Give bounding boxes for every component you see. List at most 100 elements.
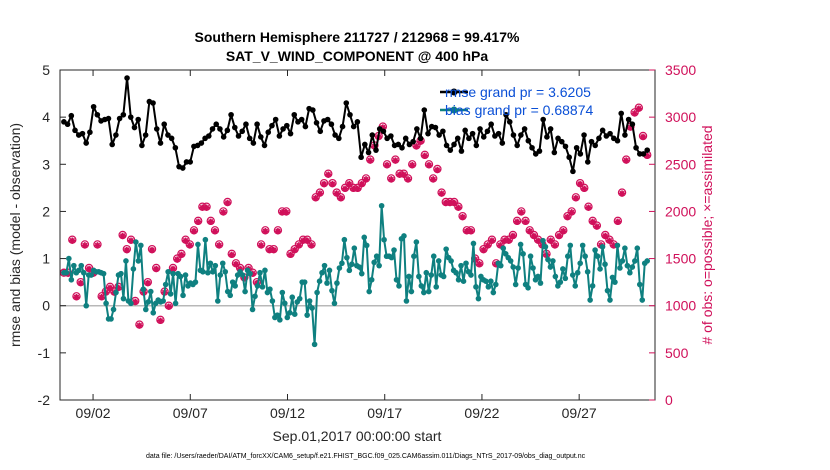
rmse-point (179, 165, 186, 171)
bias-point (180, 292, 186, 299)
rmse-point (484, 128, 491, 135)
bias-point (291, 311, 298, 318)
bias-point (421, 289, 427, 296)
bias-point (219, 260, 226, 267)
bias-point (567, 242, 574, 249)
bias-point (378, 202, 385, 209)
bias-point (110, 306, 117, 313)
bias-point (545, 256, 551, 263)
rmse-point (503, 111, 509, 118)
obs-assimilated-point (417, 138, 424, 145)
bias-point (483, 278, 489, 285)
bias-point (423, 269, 430, 276)
rmse-point (644, 147, 651, 153)
rmse-point (547, 126, 554, 132)
obs-assimilated-point (568, 209, 575, 216)
rmse-point (599, 127, 606, 134)
bias-point (311, 341, 318, 348)
obs-assimilated-point (211, 228, 219, 235)
rmse-point (168, 135, 175, 142)
bias-point (629, 264, 636, 270)
rmse-point (72, 127, 78, 134)
bias-point (306, 298, 313, 304)
obs-assimilated-point (194, 218, 202, 225)
obs-assimilated-point (488, 237, 496, 244)
bias-point (460, 278, 467, 285)
bias-point (517, 241, 524, 248)
rmse-point (232, 124, 238, 131)
rmse-point (514, 142, 520, 149)
obs-assimilated-point (379, 124, 387, 131)
bias-point (458, 262, 464, 269)
obs-assimilated-point (287, 251, 294, 258)
bias-point (430, 253, 437, 260)
obs-assimilated-point (404, 176, 412, 183)
bias-point (242, 288, 248, 295)
rmse-point (332, 132, 338, 138)
bias-point (103, 300, 109, 307)
obs-assimilated-point (576, 180, 584, 188)
obs-assimilated-point (358, 180, 366, 188)
bias-point (527, 253, 534, 260)
bias-series (61, 202, 651, 348)
bias-point (428, 272, 435, 278)
obs-assimilated-point (203, 204, 210, 211)
obs-assimilated-point (509, 232, 517, 240)
obs-assimilated-point (329, 180, 336, 188)
obs-assimilated-point (413, 143, 420, 150)
y-tick-label: 1 (42, 251, 50, 267)
obs-assimilated-point (94, 242, 101, 249)
bias-point (363, 242, 370, 249)
obs-assimilated-point (530, 232, 538, 240)
bias-point (485, 284, 492, 290)
y-right-axis-label: # of obs: o=possible; ×=assimilated (699, 125, 715, 344)
rmse-point (555, 135, 561, 142)
bias-point (324, 280, 330, 286)
obs-assimilated-point (253, 279, 261, 287)
rmse-point (116, 115, 123, 122)
bias-point (602, 261, 608, 268)
obs-assimilated-point (534, 237, 542, 244)
rmse-point (343, 100, 350, 106)
bias-point (473, 284, 479, 290)
x-axis-ticks: 09/02 09/07 09/12 09/17 09/22 09/27 (76, 70, 597, 421)
bias-point (88, 272, 94, 278)
obs-assimilated-point (274, 228, 282, 235)
bias-point (170, 270, 176, 277)
bias-point (411, 253, 417, 260)
obs-assimilated-point (555, 232, 563, 240)
obs-assimilated-point (564, 213, 571, 221)
obs-assimilated-point (224, 199, 231, 207)
rmse-point (588, 138, 595, 145)
bias-point (535, 273, 541, 280)
rmse-point (217, 126, 223, 132)
bias-point (319, 269, 325, 276)
bias-point (138, 242, 144, 249)
x-tick-label: 09/22 (464, 405, 499, 421)
obs-assimilated-point (602, 232, 609, 240)
bias-point (376, 262, 382, 269)
rmse-point (447, 147, 454, 153)
rmse-point (480, 134, 487, 140)
bias-point (321, 262, 328, 269)
bias-point (589, 283, 596, 289)
obs-assimilated-point (513, 218, 521, 225)
rmse-point (410, 138, 416, 145)
bias-point (547, 264, 554, 270)
obs-assimilated-point (455, 204, 462, 211)
obs-assimilated-point (190, 228, 198, 235)
obs-assimilated-point (623, 157, 630, 164)
rmse-point (495, 130, 502, 137)
bias-point (614, 242, 621, 249)
bias-point (393, 276, 400, 283)
rmse-point (113, 132, 119, 138)
bias-point (609, 274, 616, 281)
obs-assimilated-point (476, 261, 483, 268)
rmse-point (414, 126, 420, 132)
rmse-point (458, 148, 465, 154)
plot-frame (59, 69, 656, 401)
obs-assimilated-point (635, 105, 643, 112)
bias-point (267, 286, 273, 293)
bias-point (192, 279, 199, 285)
